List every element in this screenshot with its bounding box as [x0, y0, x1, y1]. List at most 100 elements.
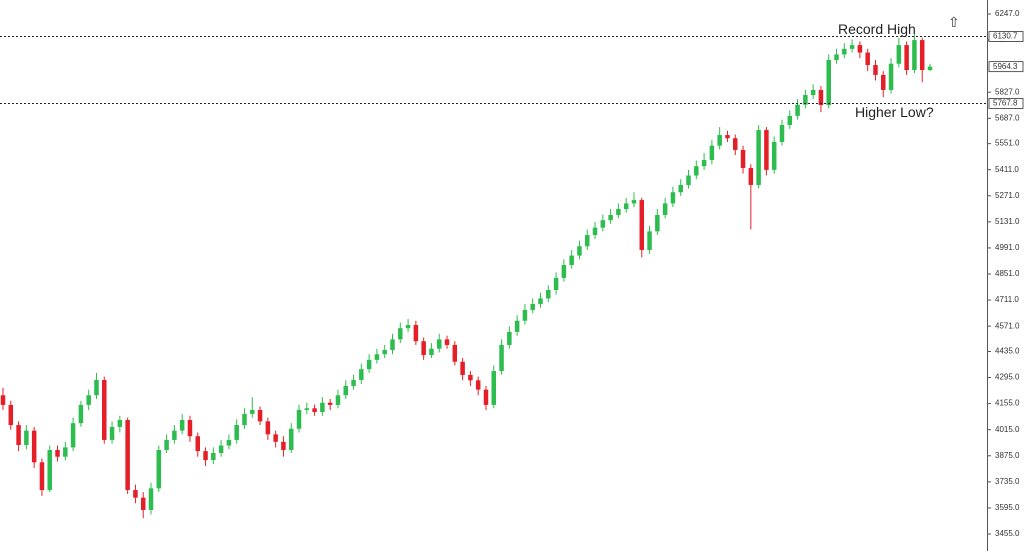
y-tick-label: 5131.0: [995, 217, 1020, 226]
candle-body: [39, 462, 45, 491]
candle-body: [281, 441, 286, 451]
annotation: Higher Low?: [855, 104, 934, 120]
y-tick-label: 6247.0: [995, 9, 1020, 18]
candle-body: [546, 290, 551, 299]
candle-body: [787, 115, 793, 126]
candle-body: [577, 246, 582, 256]
y-tick-label: 3875.0: [995, 451, 1020, 460]
candle-body: [475, 380, 481, 390]
candle-body: [631, 200, 637, 204]
y-tick-label: 4571.0: [995, 321, 1020, 330]
candle-body: [374, 354, 380, 360]
candle-body: [296, 409, 302, 429]
candle-body: [195, 436, 200, 452]
last-price-label: 5964.3: [993, 62, 1018, 71]
y-tick-label: 4155.0: [995, 399, 1020, 408]
candle-body: [164, 439, 169, 451]
y-tick-label: 4711.0: [995, 295, 1019, 304]
candle-body: [226, 439, 232, 446]
last-price-box: [988, 61, 1024, 73]
candle-body: [421, 341, 426, 356]
candle-body: [24, 430, 29, 445]
candle-body: [592, 227, 598, 236]
candle-body: [756, 130, 761, 185]
candle-body: [398, 328, 403, 340]
candle-body: [460, 361, 465, 375]
candle-body: [452, 344, 458, 362]
candle-body: [390, 339, 395, 350]
candle-body: [725, 135, 730, 139]
candle-body: [78, 404, 84, 424]
candle-body: [211, 452, 216, 461]
candle-body: [148, 488, 154, 510]
candle-body: [826, 60, 831, 106]
candle-body: [507, 331, 512, 345]
candle-body: [257, 409, 263, 422]
candle-body: [133, 490, 138, 498]
candle-body: [491, 371, 497, 405]
candle-body: [865, 52, 870, 66]
candle-body: [530, 303, 535, 310]
candle-body: [561, 265, 567, 278]
candle-body: [709, 145, 715, 161]
candle-body: [678, 184, 683, 193]
candle-body: [522, 309, 528, 321]
candle-body: [359, 369, 364, 380]
candle-body: [818, 89, 824, 106]
y-tick-label: 3595.0: [995, 503, 1020, 512]
candle-body: [888, 63, 894, 90]
candle-body: [927, 66, 933, 71]
candle-body: [70, 423, 76, 448]
candle-body: [810, 89, 816, 96]
candle-body: [242, 413, 247, 426]
candle-body: [109, 426, 115, 440]
y-tick-label: 4991.0: [995, 243, 1020, 252]
candle-body: [896, 45, 902, 64]
candle-body: [413, 325, 419, 342]
candle-body: [117, 420, 123, 427]
candle-body: [670, 192, 676, 204]
candle-body: [538, 298, 543, 304]
candle-body: [55, 450, 60, 457]
candle-body: [842, 48, 847, 55]
candle-body: [795, 104, 800, 116]
candle-body: [366, 359, 372, 370]
candle-body: [288, 428, 294, 451]
candle-body: [904, 45, 909, 71]
candle-body: [429, 348, 434, 356]
candle-body: [31, 430, 37, 463]
candle-body: [694, 166, 699, 176]
candle-body: [553, 277, 559, 291]
candle-body: [881, 74, 886, 90]
arrow-icon: ⇧: [948, 14, 960, 30]
candle-body: [919, 40, 925, 71]
candle-body: [514, 320, 520, 332]
y-tick-label: 5687.0: [995, 113, 1020, 122]
level-label-box: [988, 98, 1024, 109]
candle-body: [748, 168, 754, 185]
candle-body: [436, 339, 442, 349]
candle-body: [623, 203, 629, 209]
candle-body: [86, 395, 91, 405]
candle-body: [179, 420, 185, 431]
y-tick-label: 5827.0: [995, 87, 1020, 96]
candle-body: [483, 389, 489, 405]
y-tick-label: 5271.0: [995, 191, 1020, 200]
candle-body: [265, 421, 271, 435]
candle-body: [600, 220, 606, 228]
candle-body: [320, 402, 325, 413]
candle-body: [468, 374, 473, 381]
y-tick-label: 5411.0: [995, 165, 1019, 174]
candle-body: [405, 325, 411, 329]
candle-body: [327, 402, 333, 405]
candle-body: [584, 235, 590, 247]
candle-body: [740, 149, 746, 169]
candle-body: [16, 425, 21, 445]
candle-body: [234, 425, 239, 440]
candle-body: [686, 175, 691, 185]
y-tick-label: 4295.0: [995, 373, 1020, 382]
candle-body: [125, 420, 130, 491]
y-tick-label: 4015.0: [995, 425, 1020, 434]
